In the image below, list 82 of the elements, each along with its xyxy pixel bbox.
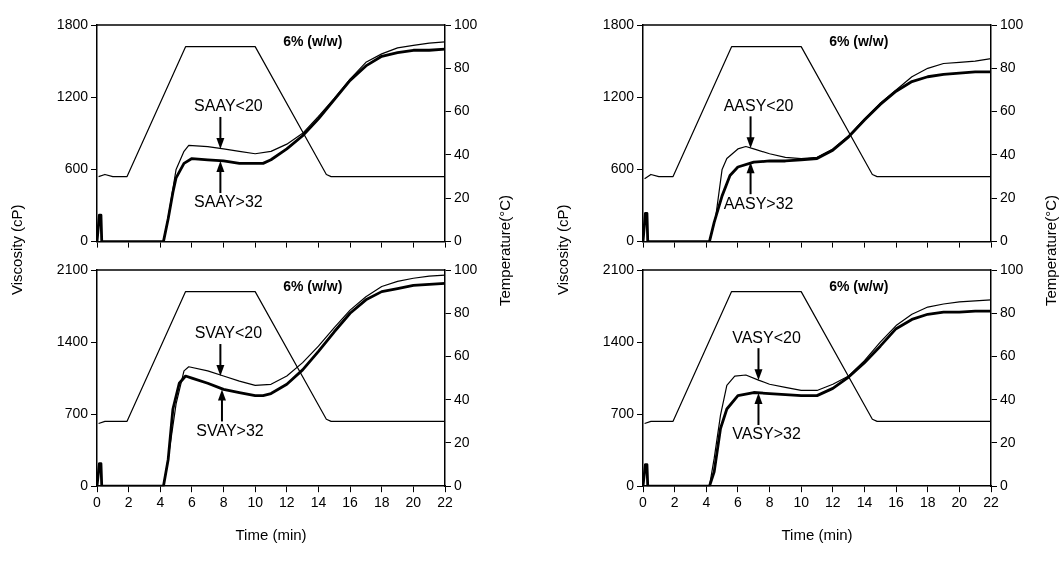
x-axis-title: Time (min) — [781, 526, 853, 544]
x-tick-label: 2 — [670, 494, 679, 511]
y2-tick-label: 20 — [1000, 433, 1016, 450]
x-tick-label: 16 — [888, 494, 905, 511]
x-tick-label: 0 — [639, 494, 648, 511]
y-tick-label: 600 — [610, 160, 635, 177]
y-tick-label: 700 — [610, 404, 635, 421]
x-tick-label: 6 — [734, 494, 743, 511]
annotation: VASY>32 — [732, 425, 801, 443]
annotation: SVAY>32 — [196, 421, 264, 439]
y-tick-label: 2100 — [56, 260, 89, 277]
annotation: 6% (w/w) — [829, 277, 889, 294]
y2-tick-label: 60 — [1000, 102, 1016, 119]
y2-tick-label: 60 — [1000, 347, 1016, 364]
y2-tick-label: 80 — [1000, 59, 1016, 76]
y2-tick-label: 40 — [454, 145, 470, 162]
y-tick-label: 0 — [626, 232, 635, 249]
x-tick-label: 10 — [793, 494, 810, 511]
x-tick-label: 8 — [219, 494, 228, 511]
x-tick-label: 12 — [279, 494, 295, 511]
y-tick-label: 1400 — [56, 332, 89, 349]
y2-tick-label: 0 — [1000, 477, 1008, 494]
y2-tick-label: 20 — [454, 433, 470, 450]
x-tick-label: 20 — [951, 494, 968, 511]
y-tick-label: 1200 — [56, 88, 89, 105]
x-tick-label: 6 — [188, 494, 197, 511]
y-tick-label: 0 — [626, 477, 635, 494]
x-tick-label: 20 — [405, 494, 422, 511]
y-tick-label: 1800 — [602, 15, 635, 32]
annotation: AASY<20 — [723, 96, 794, 114]
y2-tick-label: 80 — [1000, 304, 1016, 321]
y2-tick-label: 40 — [1000, 145, 1016, 162]
x-axis-title: Time (min) — [235, 526, 307, 544]
y-tick-label: 0 — [80, 232, 89, 249]
y2-tick-label: 100 — [454, 15, 478, 32]
x-tick-label: 14 — [856, 494, 873, 511]
annotation: 6% (w/w) — [283, 32, 343, 49]
annotation: SAAY<20 — [194, 97, 263, 115]
annotation: 6% (w/w) — [283, 277, 343, 294]
x-tick-label: 4 — [156, 494, 165, 511]
y2-tick-label: 40 — [1000, 390, 1016, 407]
y-tick-label: 700 — [64, 404, 89, 421]
y2-tick-label: 60 — [454, 347, 470, 364]
x-tick-label: 22 — [983, 494, 999, 511]
annotation: SAAY>32 — [194, 193, 263, 211]
y-axis-title: Viscosity (cP) — [8, 203, 25, 298]
y-tick-label: 600 — [64, 160, 89, 177]
y2-tick-label: 0 — [454, 477, 462, 494]
y2-tick-label: 80 — [454, 59, 470, 76]
y2-axis-title: Temperature(°C) — [1042, 193, 1059, 308]
x-tick-label: 18 — [919, 494, 936, 511]
y-tick-label: 1800 — [56, 15, 89, 32]
annotation: 6% (w/w) — [829, 32, 889, 49]
x-tick-label: 12 — [825, 494, 841, 511]
y2-tick-label: 20 — [1000, 189, 1016, 206]
y2-tick-label: 0 — [454, 232, 462, 249]
y2-axis-title: Temperature(°C) — [496, 193, 513, 308]
y-axis-title: Viscosity (cP) — [554, 203, 571, 298]
annotation: AASY>32 — [723, 194, 794, 212]
y2-tick-label: 0 — [1000, 232, 1008, 249]
x-tick-label: 10 — [247, 494, 264, 511]
y2-tick-label: 100 — [454, 260, 478, 277]
y-tick-label: 2100 — [602, 260, 635, 277]
y2-tick-label: 20 — [454, 189, 470, 206]
y2-tick-label: 40 — [454, 390, 470, 407]
y-tick-label: 1200 — [602, 88, 635, 105]
x-tick-label: 22 — [437, 494, 453, 511]
x-tick-label: 14 — [310, 494, 327, 511]
x-tick-label: 8 — [765, 494, 774, 511]
y2-tick-label: 80 — [454, 304, 470, 321]
x-tick-label: 0 — [93, 494, 102, 511]
y2-tick-label: 100 — [1000, 15, 1024, 32]
annotation: VASY<20 — [732, 328, 801, 346]
x-tick-label: 2 — [124, 494, 133, 511]
y2-tick-label: 100 — [1000, 260, 1024, 277]
x-tick-label: 16 — [342, 494, 359, 511]
x-tick-label: 18 — [373, 494, 390, 511]
y2-tick-label: 60 — [454, 102, 470, 119]
x-tick-label: 4 — [702, 494, 711, 511]
annotation: SVAY<20 — [194, 324, 263, 342]
y-tick-label: 1400 — [602, 332, 635, 349]
y-tick-label: 0 — [80, 477, 89, 494]
